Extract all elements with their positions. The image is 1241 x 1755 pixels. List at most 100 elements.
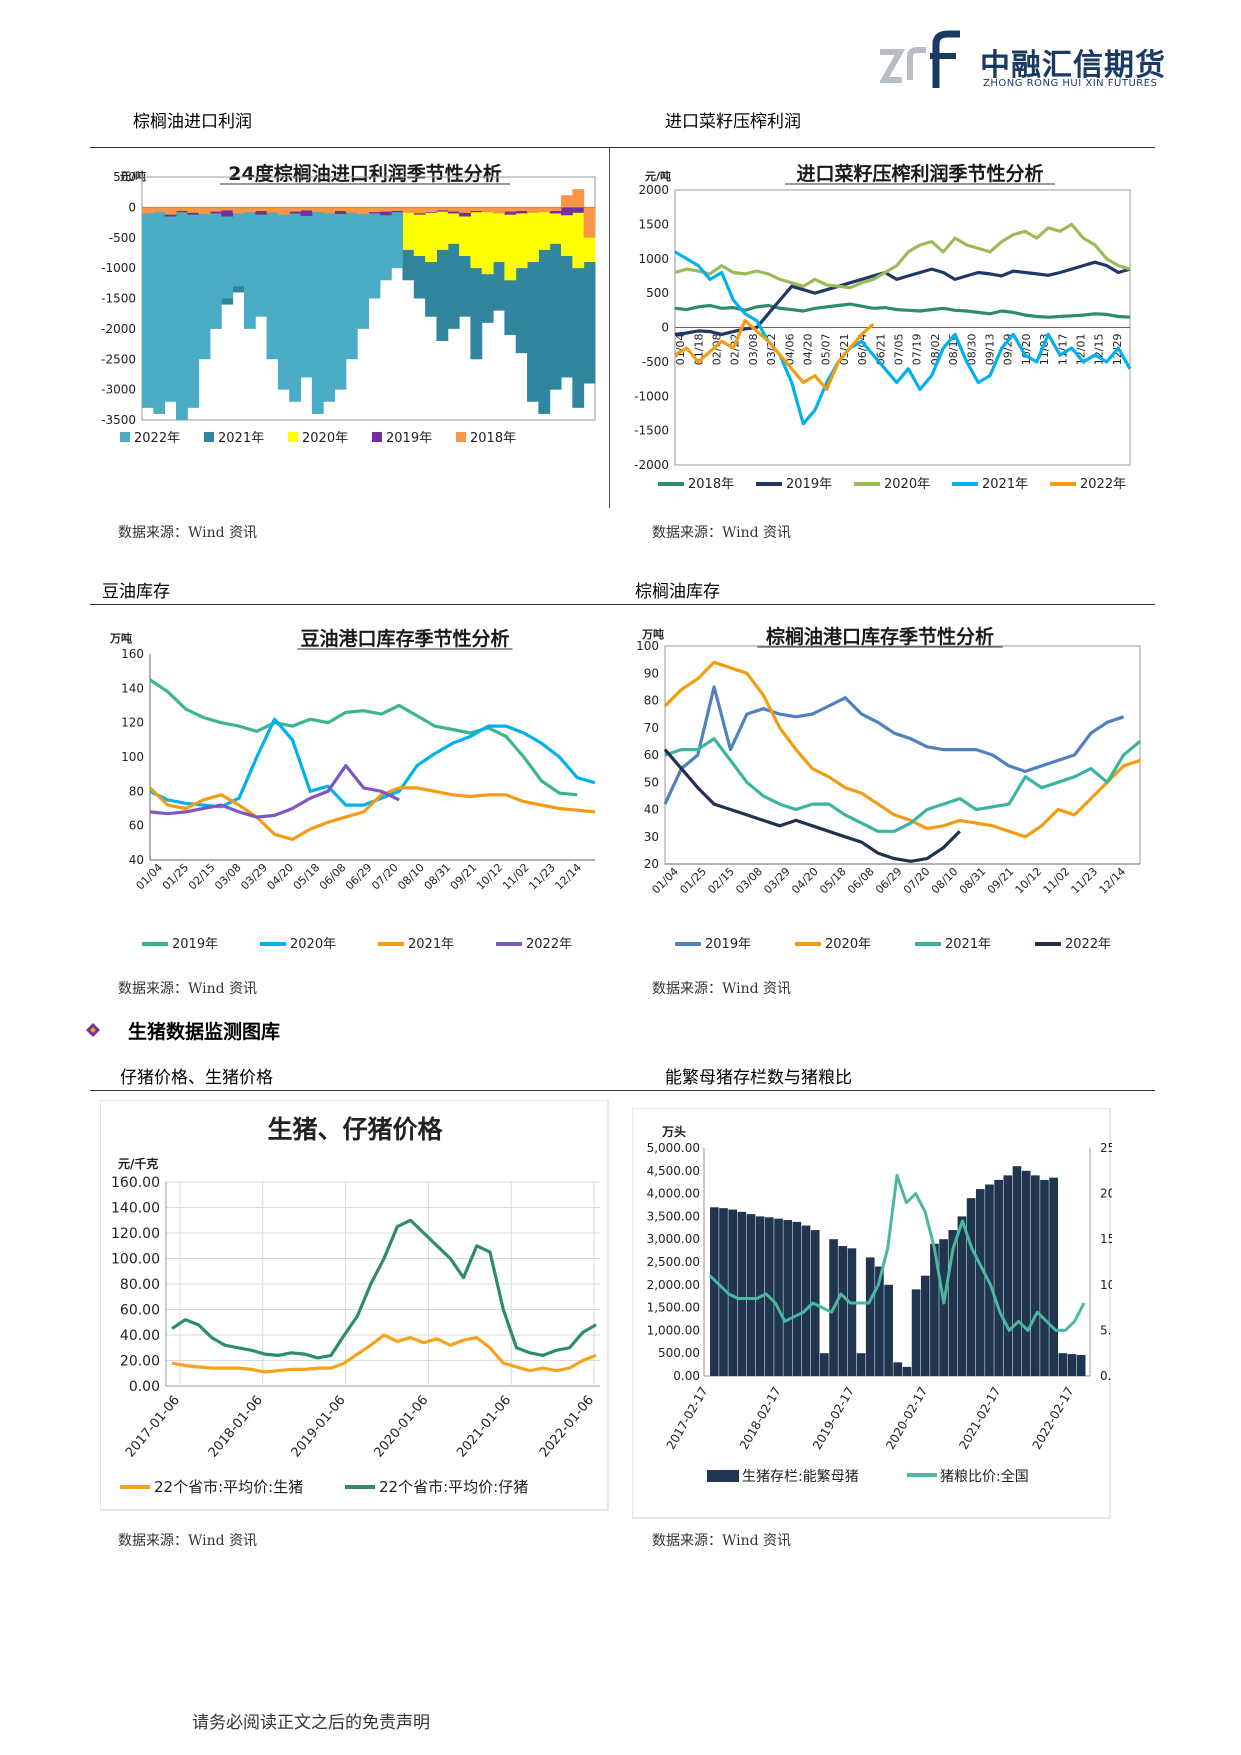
legend-label: 生猪存栏:能繁母猪 <box>742 1469 859 1485</box>
series-line <box>171 1333 597 1374</box>
chart-frame <box>100 1100 609 1511</box>
unit-label: 万吨 <box>641 627 664 641</box>
legend-label: 2020年 <box>302 431 348 446</box>
legend-label: 2022年 <box>526 937 572 952</box>
y-tick-label: 20 <box>644 857 659 871</box>
bar <box>345 207 358 213</box>
x-tick-label: 11/02 <box>1041 865 1073 897</box>
bar <box>801 1225 811 1376</box>
x-tick-label: 03/08 <box>733 865 765 897</box>
y-tick-label: 40 <box>129 853 144 867</box>
bar <box>459 207 471 213</box>
bar <box>221 207 234 211</box>
y-tick-label: 3,000.00 <box>647 1232 700 1246</box>
x-tick-label: 08/31 <box>422 861 454 893</box>
y-tick-label: -1000 <box>634 389 669 403</box>
series-line <box>663 748 961 863</box>
y-tick-label: 5,000.00 <box>647 1141 700 1155</box>
legend-swatch <box>707 1470 739 1482</box>
y-tick-label: 160.00 <box>111 1175 160 1191</box>
divider <box>609 148 610 508</box>
bar <box>561 207 573 216</box>
bar <box>142 207 154 408</box>
bar <box>198 207 211 215</box>
bar <box>255 207 268 215</box>
y-tick-label: 1500 <box>638 217 669 231</box>
series-line <box>674 319 875 391</box>
legend-swatch <box>456 432 466 442</box>
x-tick-label: 07/20 <box>369 861 401 893</box>
data-source-note: 数据来源：Wind 资讯 <box>118 1533 258 1549</box>
y-tick-label: -500 <box>642 355 669 369</box>
bar <box>175 207 188 212</box>
chart-soyoil-port-stock: 豆油港口库存季节性分析万吨16014012010080604001/0401/2… <box>109 627 596 952</box>
y-tick-label: 80.00 <box>120 1277 160 1293</box>
bar <box>875 1266 884 1376</box>
bar <box>470 207 483 212</box>
bar <box>311 207 324 414</box>
y-tick-label: 0.00 <box>673 1369 700 1383</box>
unit-label: 万吨 <box>109 631 132 645</box>
bar <box>425 207 437 213</box>
bar <box>187 207 200 213</box>
y-tick-label: 1,000.00 <box>647 1323 700 1337</box>
legend-label: 22个省市:平均价:生猪 <box>154 1478 303 1496</box>
bar <box>232 207 245 287</box>
bar <box>425 207 437 263</box>
x-tick-label: 08/30 <box>965 334 978 366</box>
y-tick-label: 140 <box>121 681 144 695</box>
bar <box>221 207 234 217</box>
bar <box>1012 1166 1022 1376</box>
y-tick-label: 3,500.00 <box>647 1209 700 1223</box>
bar <box>470 207 483 269</box>
bar <box>728 1209 738 1376</box>
bar <box>1003 1175 1013 1376</box>
unit-label: 万头 <box>661 1124 686 1139</box>
x-tick-label: 2017-02-17 <box>664 1385 711 1452</box>
series-line <box>663 660 1141 839</box>
bar <box>1040 1179 1049 1376</box>
series-line <box>149 678 578 797</box>
bar <box>538 207 551 213</box>
y-tick-label: 20.00 <box>120 1354 160 1370</box>
bar <box>957 1216 967 1376</box>
x-tick-label: 08/02 <box>929 334 942 366</box>
chart-title: 生猪、仔猪价格 <box>267 1115 443 1144</box>
bar <box>470 207 483 360</box>
bar <box>300 207 313 211</box>
section-title-palm-stock: 棕榈油库存 <box>635 582 720 602</box>
x-tick-label: 08/31 <box>957 865 989 897</box>
legend-swatch <box>288 432 298 442</box>
y-tick-label: 0 <box>128 200 136 214</box>
bar <box>994 1179 1003 1376</box>
x-tick-label: 03/29 <box>238 861 270 893</box>
data-source-note: 数据来源：Wind 资讯 <box>118 525 258 541</box>
x-tick-label: 12/14 <box>1097 865 1129 897</box>
divider <box>90 1090 1155 1091</box>
x-tick-label: 11/17 <box>1056 334 1069 366</box>
bar <box>402 207 415 250</box>
bar <box>436 207 449 342</box>
series-line <box>171 1218 597 1360</box>
y-tick-label: 90 <box>644 666 659 680</box>
y-tick-label: -2500 <box>101 352 136 366</box>
bar <box>774 1218 783 1376</box>
bar <box>323 207 336 402</box>
series-line <box>674 222 1131 290</box>
bar <box>572 207 585 269</box>
bar <box>792 1221 802 1376</box>
x-tick-label: 06/21 <box>874 334 887 366</box>
bar <box>948 1230 958 1376</box>
bar <box>583 207 596 384</box>
legend-label: 2019年 <box>172 937 218 952</box>
legend-label: 2019年 <box>386 431 432 446</box>
bar <box>323 207 336 214</box>
company-logo-mark <box>878 30 970 90</box>
x-tick-label: 11/02 <box>500 861 532 893</box>
bar <box>737 1211 747 1376</box>
bar <box>583 207 596 238</box>
y-tick-label: 2000 <box>638 183 669 197</box>
y-tick-label: 500 <box>646 286 669 300</box>
